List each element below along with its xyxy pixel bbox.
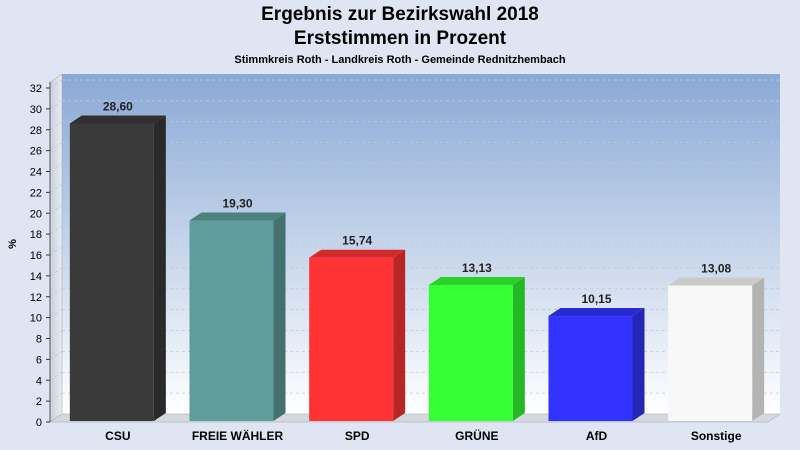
grid-line-wall bbox=[49, 288, 63, 298]
grid-line-wall bbox=[49, 309, 63, 318]
y-tick-label: 30 bbox=[30, 104, 42, 116]
y-tick-label: 28 bbox=[30, 125, 42, 137]
bar bbox=[309, 257, 394, 421]
bar-side bbox=[752, 277, 765, 421]
bar-top bbox=[548, 308, 645, 317]
x-category-label: FREIE WÄHLER bbox=[192, 428, 284, 443]
bar-top bbox=[69, 115, 166, 124]
bar bbox=[189, 220, 274, 421]
grid-line-wall bbox=[49, 121, 63, 131]
chart-subtitle: Erststimmen in Prozent bbox=[293, 28, 507, 49]
bar bbox=[548, 316, 633, 421]
grid-line-wall bbox=[49, 267, 63, 277]
bar-value-label: 19,30 bbox=[222, 197, 252, 211]
grid-line-wall bbox=[49, 100, 63, 110]
y-tick-label: 14 bbox=[30, 271, 42, 283]
x-category-label: CSU bbox=[105, 429, 130, 443]
y-tick-label: 26 bbox=[30, 146, 42, 158]
y-tick-label: 0 bbox=[36, 417, 42, 429]
y-tick-label: 6 bbox=[36, 354, 42, 366]
y-tick-label: 32 bbox=[30, 83, 42, 95]
bar-value-label: 28,60 bbox=[103, 99, 133, 113]
y-tick-label: 4 bbox=[36, 375, 42, 387]
bar-side bbox=[273, 212, 286, 421]
grid-line-wall bbox=[49, 225, 63, 235]
bar-value-label: 15,74 bbox=[342, 234, 372, 248]
bar-value-label: 10,15 bbox=[581, 292, 611, 306]
bar-value-label: 13,13 bbox=[462, 261, 492, 275]
grid-line-wall bbox=[49, 184, 63, 193]
bar-value-label: 13,08 bbox=[701, 261, 731, 275]
bar-side bbox=[632, 308, 645, 421]
grid-line-wall bbox=[49, 246, 63, 256]
chart-title: Ergebnis zur Bezirkswahl 2018 bbox=[261, 4, 539, 25]
bar bbox=[668, 285, 753, 421]
y-tick-label: 16 bbox=[30, 250, 42, 262]
x-category-label: AfD bbox=[586, 429, 608, 443]
grid-line-wall bbox=[49, 371, 63, 381]
grid-line-wall bbox=[49, 204, 63, 214]
bar bbox=[428, 284, 513, 421]
bar bbox=[69, 123, 154, 422]
y-tick-label: 22 bbox=[30, 187, 42, 199]
y-tick-label: 12 bbox=[30, 292, 42, 304]
plot-background bbox=[62, 74, 780, 414]
grid-line-wall bbox=[49, 142, 63, 151]
chart-caption: Stimmkreis Roth - Landkreis Roth - Gemei… bbox=[234, 54, 566, 66]
bar-side bbox=[393, 249, 406, 421]
y-tick-label: 20 bbox=[30, 208, 42, 220]
y-tick-label: 8 bbox=[36, 334, 42, 346]
bar-side bbox=[153, 115, 166, 422]
bar-top bbox=[428, 276, 525, 285]
grid-line-wall bbox=[49, 392, 63, 402]
grid-line-wall bbox=[49, 351, 63, 360]
grid-line-wall bbox=[49, 330, 63, 339]
y-tick-label: 24 bbox=[30, 167, 42, 179]
y-tick-label: 10 bbox=[30, 313, 42, 325]
grid-line-wall bbox=[49, 163, 63, 172]
bar-top bbox=[668, 277, 765, 286]
grid-line-wall bbox=[49, 79, 63, 89]
bar-side bbox=[512, 276, 525, 421]
x-category-label: SPD bbox=[345, 429, 370, 443]
x-category-label: Sonstige bbox=[691, 429, 742, 443]
y-tick-label: 18 bbox=[30, 229, 42, 241]
bar-top bbox=[189, 212, 286, 221]
x-category-label: GRÜNE bbox=[455, 428, 498, 443]
y-tick-label: 2 bbox=[36, 396, 42, 408]
bar-top bbox=[309, 249, 406, 258]
